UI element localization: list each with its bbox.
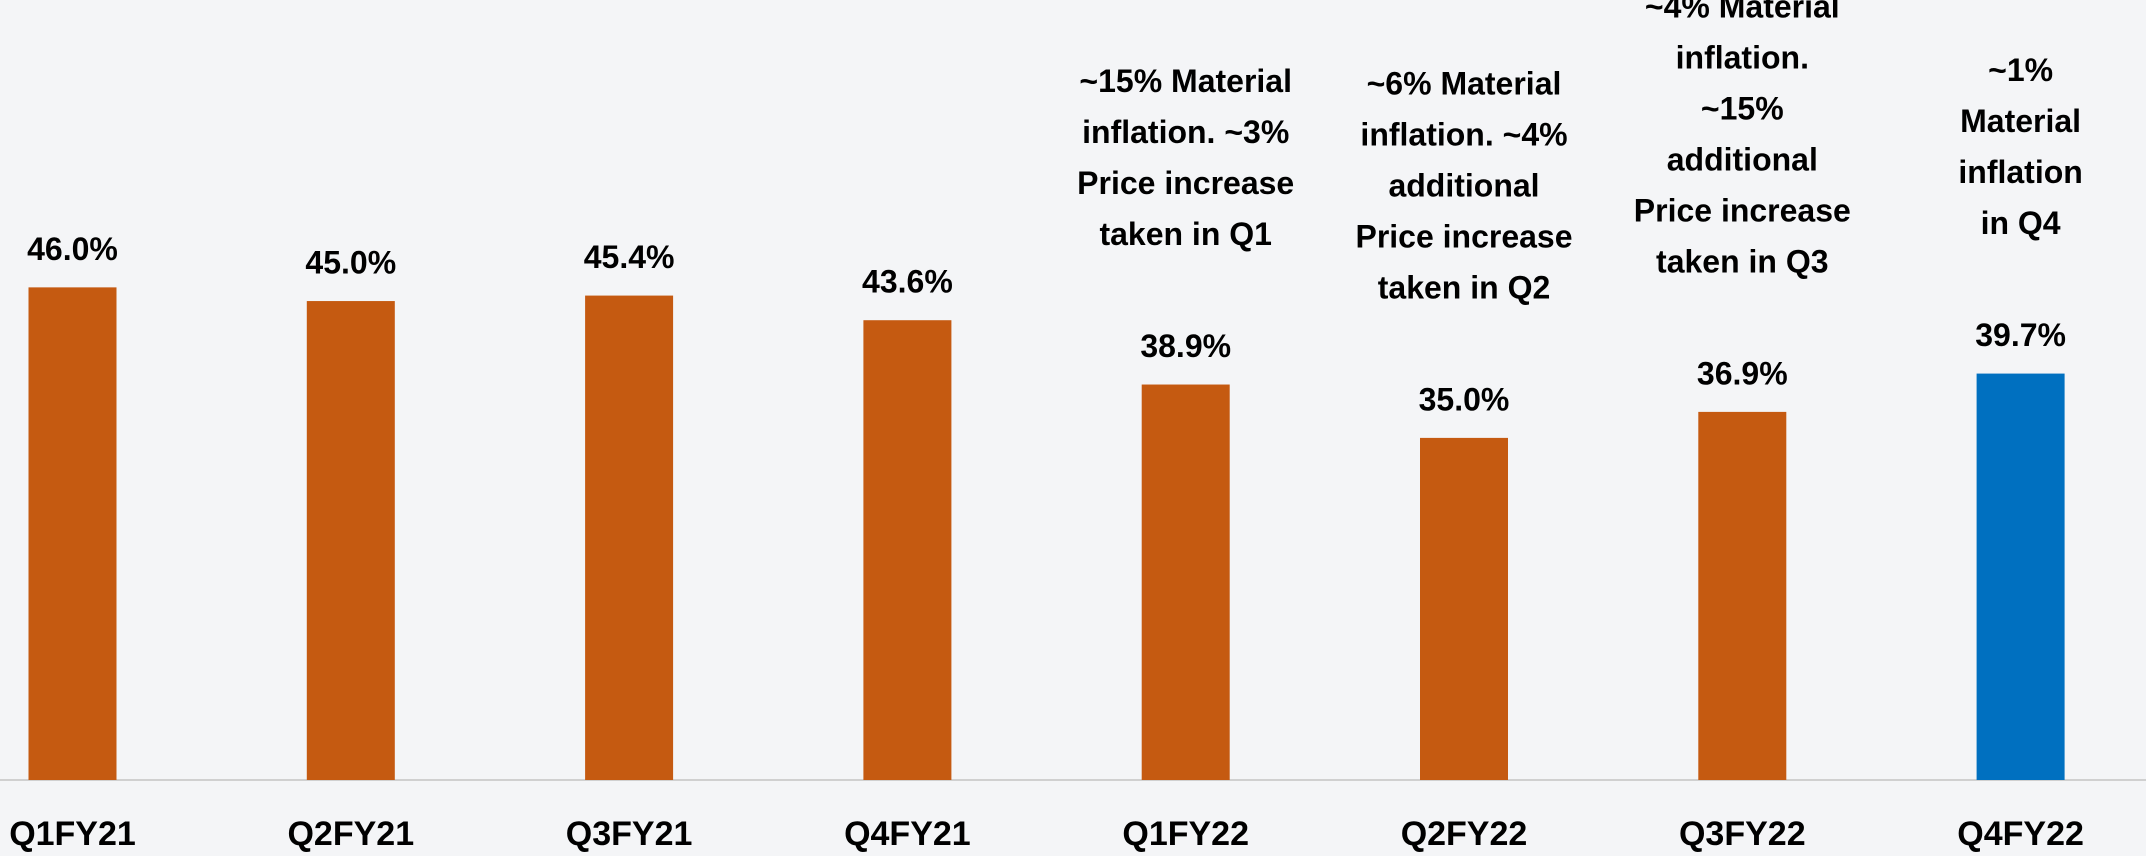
value-label: 36.9% <box>1697 355 1788 391</box>
annotation: ~15% Material <box>1079 63 1292 99</box>
annotation: inflation. ~3% <box>1082 114 1289 150</box>
annotation: inflation. <box>1676 39 1809 75</box>
annotation: ~15% <box>1701 90 1784 126</box>
bar <box>306 301 395 780</box>
value-label: 45.4% <box>584 239 675 275</box>
value-label: 43.6% <box>862 264 953 300</box>
value-label: 38.9% <box>1140 328 1231 364</box>
x-tick-label: Q3FY21 <box>566 815 693 853</box>
bar <box>1420 437 1508 780</box>
x-tick-label: Q2FY22 <box>1401 815 1528 853</box>
bar <box>1976 373 2065 780</box>
x-tick-label: Q3FY22 <box>1679 815 1806 853</box>
x-tick-label: Q4FY22 <box>1957 815 2084 853</box>
annotation: taken in Q2 <box>1378 269 1551 305</box>
annotation: Price increase <box>1077 165 1294 201</box>
bar <box>1141 384 1230 780</box>
annotation: inflation <box>1958 154 2082 190</box>
annotation: inflation. ~4% <box>1360 116 1567 152</box>
bar <box>863 320 952 780</box>
bar <box>585 295 674 780</box>
annotation: additional <box>1667 141 1818 177</box>
value-label: 39.7% <box>1975 317 2066 353</box>
value-label: 35.0% <box>1419 381 1510 417</box>
annotation: Material <box>1960 103 2081 139</box>
annotation: ~4% Material <box>1645 0 1840 24</box>
annotation: ~6% Material <box>1367 65 1562 101</box>
value-label: 46.0% <box>27 231 118 267</box>
annotation: in Q4 <box>1981 205 2061 241</box>
annotation: taken in Q1 <box>1099 216 1272 252</box>
x-tick-label: Q1FY21 <box>9 815 136 853</box>
x-tick-label: Q1FY22 <box>1122 815 1249 853</box>
annotation: Price increase <box>1355 218 1572 254</box>
x-tick-label: Q2FY21 <box>287 815 414 853</box>
annotation: Price increase <box>1634 192 1851 228</box>
annotation: taken in Q3 <box>1656 243 1829 279</box>
bar <box>28 287 117 780</box>
annotation: additional <box>1388 167 1539 203</box>
value-label: 45.0% <box>305 245 396 281</box>
annotation: ~1% <box>1988 52 2053 88</box>
x-tick-label: Q4FY21 <box>844 815 971 853</box>
bar <box>1698 411 1787 780</box>
